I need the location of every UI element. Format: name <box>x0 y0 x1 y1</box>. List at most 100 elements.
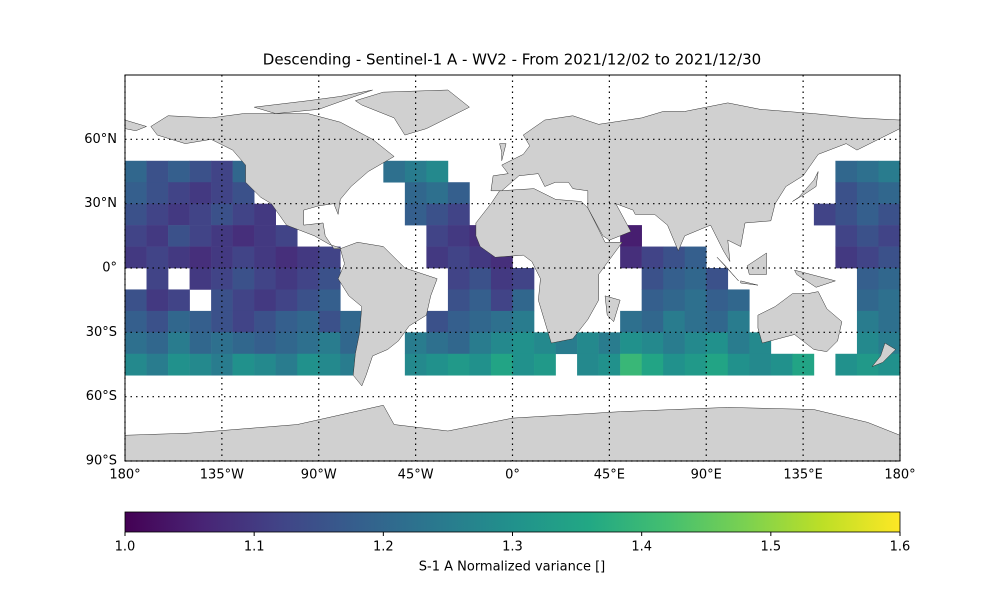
data-cell <box>254 332 276 355</box>
data-cell <box>577 332 599 355</box>
data-cell <box>469 289 492 312</box>
data-cell <box>125 182 147 204</box>
data-cell <box>878 225 901 247</box>
data-cell <box>125 246 147 269</box>
data-cell <box>404 182 427 204</box>
land <box>716 257 739 282</box>
data-cell <box>146 182 169 204</box>
data-cell <box>770 353 793 376</box>
data-cell <box>490 310 513 333</box>
data-cell <box>146 225 169 247</box>
data-cell <box>189 225 212 247</box>
data-cell <box>404 160 427 183</box>
data-cell <box>232 310 255 333</box>
data-cell <box>706 332 729 355</box>
data-cell <box>663 332 686 355</box>
y-tick-label: 30°N <box>84 196 117 211</box>
data-cell <box>641 289 664 312</box>
data-cell <box>684 332 707 355</box>
x-tick-label: 90°W <box>301 468 337 483</box>
data-cell <box>275 289 298 312</box>
land <box>337 242 438 387</box>
data-cell <box>125 353 147 376</box>
data-cell <box>835 353 858 376</box>
colorbar-tick-label: 1.3 <box>502 540 523 555</box>
y-tick-label: 0° <box>102 261 117 276</box>
data-cell <box>146 268 169 290</box>
data-cell <box>490 332 513 355</box>
data-cell <box>641 353 664 376</box>
data-cell <box>641 268 664 290</box>
data-cell <box>490 353 513 376</box>
data-cell <box>620 246 642 269</box>
colorbar-tick-label: 1.4 <box>631 540 652 555</box>
land <box>124 119 148 132</box>
data-cell <box>189 246 212 269</box>
data-cell <box>232 289 255 312</box>
data-cell <box>663 310 686 333</box>
x-tick-label: 45°W <box>398 468 434 483</box>
data-cell <box>211 203 233 226</box>
data-cell <box>426 310 449 333</box>
data-cell <box>275 268 298 290</box>
data-cell <box>232 332 255 355</box>
land <box>475 188 623 344</box>
data-cell <box>490 289 513 312</box>
data-cell <box>835 246 858 269</box>
data-cell <box>297 332 320 355</box>
data-cell <box>254 225 276 247</box>
data-cell <box>749 353 772 376</box>
data-cell <box>620 353 642 376</box>
data-cell <box>878 310 901 333</box>
land <box>740 280 758 286</box>
data-cell <box>168 182 190 204</box>
x-tick-label: 45°E <box>594 468 625 483</box>
data-cell <box>447 182 470 204</box>
data-cell <box>878 246 901 269</box>
map-frame <box>124 74 901 462</box>
data-cell <box>447 203 470 226</box>
data-cell <box>426 225 449 247</box>
data-cell <box>706 289 729 312</box>
data-cell <box>254 310 276 333</box>
land <box>794 269 837 288</box>
data-cell <box>727 353 750 376</box>
data-cell <box>426 353 449 376</box>
data-cell <box>856 225 879 247</box>
data-cell <box>318 268 341 290</box>
data-cell <box>878 289 901 312</box>
data-cell <box>469 310 492 333</box>
data-cell <box>211 332 233 355</box>
data-cell <box>512 332 535 355</box>
chart-title: Descending - Sentinel-1 A - WV2 - From 2… <box>263 51 761 69</box>
data-cell <box>512 310 535 333</box>
data-cell <box>146 353 169 376</box>
data-cell <box>684 268 707 290</box>
data-cell <box>426 160 449 183</box>
data-cell <box>534 353 556 376</box>
data-cell <box>727 332 750 355</box>
y-tick-label: 60°N <box>84 132 117 147</box>
data-cell <box>125 332 147 355</box>
data-cell <box>146 332 169 355</box>
data-cell <box>447 353 470 376</box>
data-cell <box>211 310 233 333</box>
data-cell <box>189 160 212 183</box>
data-cell <box>146 289 169 312</box>
colorbar-tick-label: 1.5 <box>760 540 781 555</box>
data-cell <box>404 203 427 226</box>
data-cell <box>189 268 212 290</box>
colorbar-tick-label: 1.0 <box>115 540 136 555</box>
data-cell <box>620 310 642 333</box>
data-cell <box>168 203 190 226</box>
data-cell <box>835 160 858 183</box>
data-cell <box>641 310 664 333</box>
data-cell <box>856 332 879 355</box>
data-cell <box>684 246 707 269</box>
data-cell <box>254 353 276 376</box>
data-cell <box>856 289 879 312</box>
data-cell <box>835 225 858 247</box>
data-cell <box>878 268 901 290</box>
data-cell <box>490 268 513 290</box>
